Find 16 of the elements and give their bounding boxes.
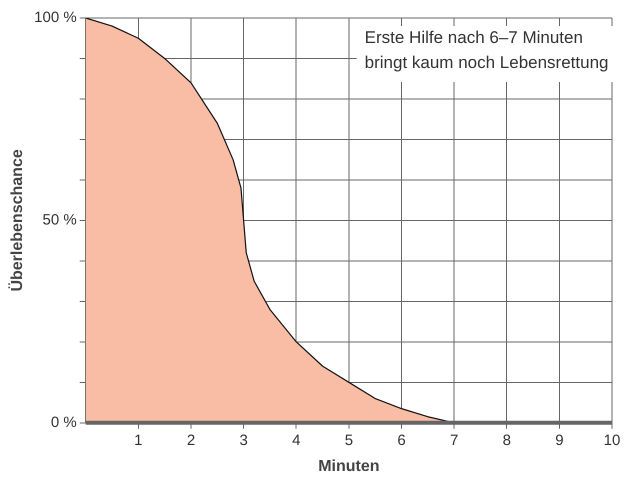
y-tick-label: 0 % (50, 414, 77, 431)
annotation: Erste Hilfe nach 6–7 Minuten bringt kaum noch Lebensrettung (364, 28, 608, 72)
x-tick-label: 8 (502, 432, 511, 449)
x-tick-label: 6 (397, 432, 406, 449)
y-tick-label: 50 % (42, 212, 77, 229)
y-axis-title: Überlebenschance (8, 149, 26, 292)
x-tick-label: 9 (555, 432, 564, 449)
x-tick-label: 3 (239, 432, 248, 449)
x-tick-label: 1 (134, 432, 143, 449)
x-tick-label: 7 (450, 432, 458, 449)
x-axis-title: Minuten (318, 458, 380, 475)
x-tick-label: 10 (604, 432, 620, 449)
x-tick-label: 5 (344, 432, 354, 449)
x-tick-label: 4 (292, 432, 300, 449)
y-tick-label: 100 % (34, 9, 77, 26)
x-tick-label: 2 (186, 432, 196, 449)
